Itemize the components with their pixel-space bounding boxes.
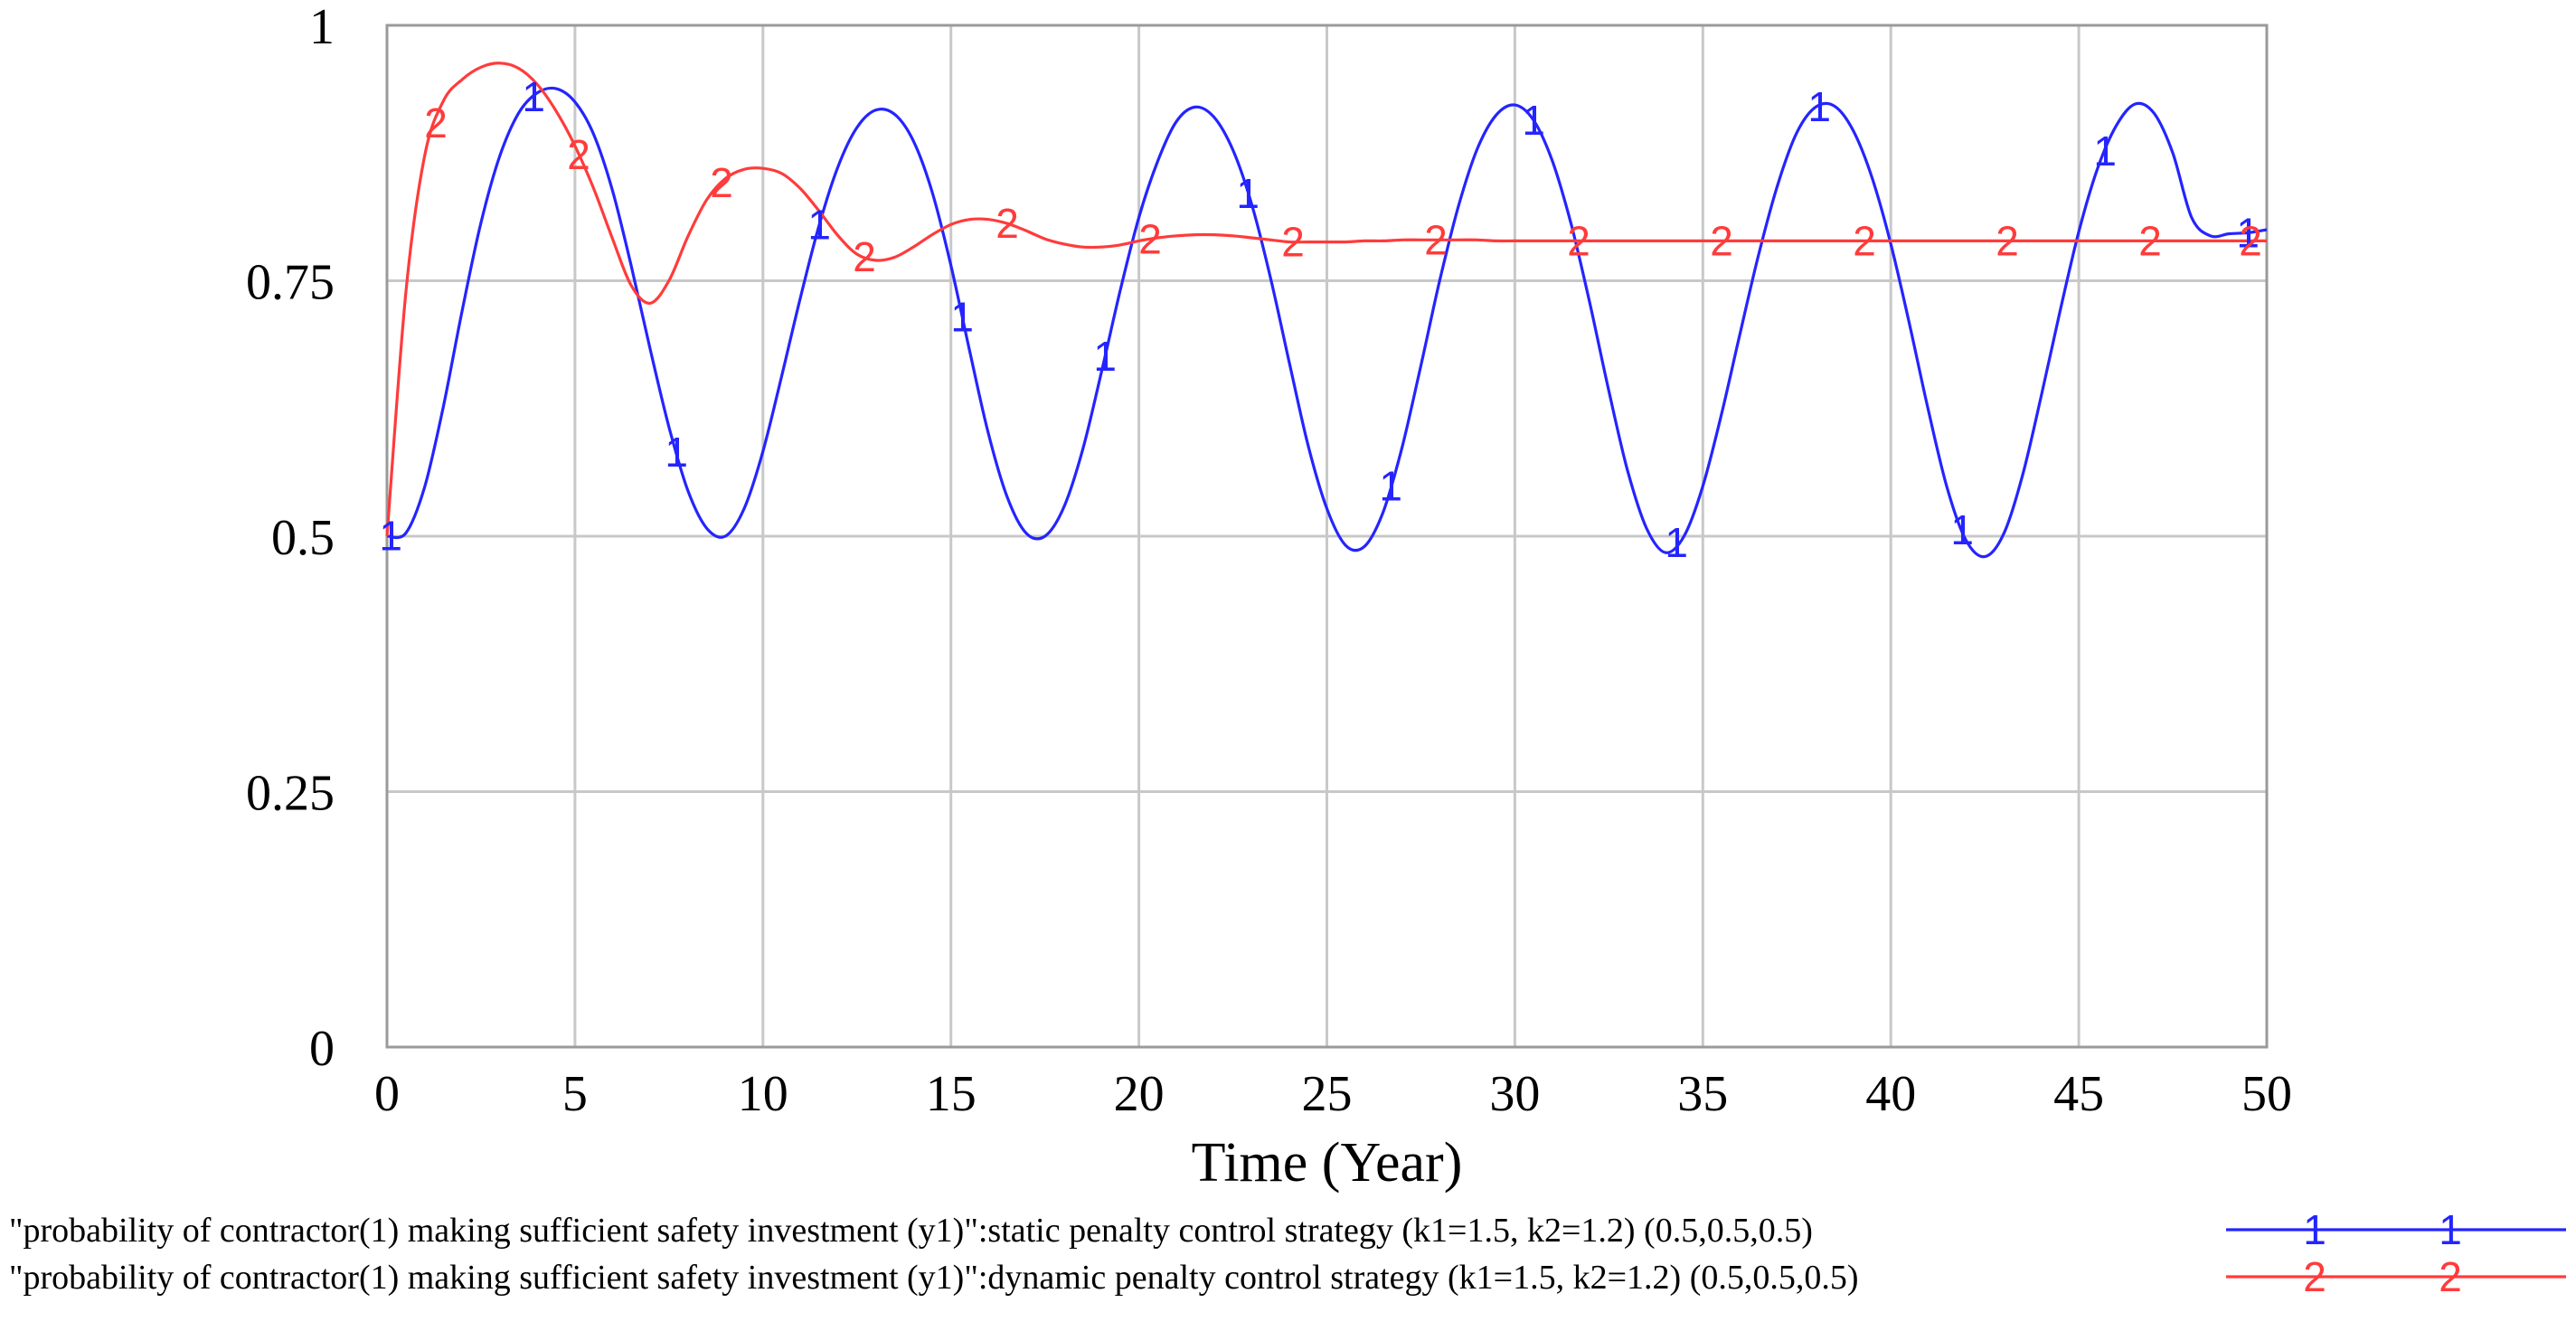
series-marker-1: 1 — [1522, 97, 1545, 144]
legend-label-1: "probability of contractor(1) making suf… — [9, 1212, 1813, 1250]
x-tick-label: 10 — [738, 1066, 788, 1122]
series-marker-2: 2 — [710, 159, 733, 206]
legend-marker-2: 2 — [2439, 1253, 2462, 1300]
legend-label-2: "probability of contractor(1) making suf… — [9, 1259, 1859, 1297]
series-marker-2: 2 — [1424, 216, 1448, 263]
x-tick-label: 30 — [1489, 1066, 1540, 1122]
series-lines — [385, 61, 2268, 559]
series-line-1 — [386, 86, 2268, 559]
series-marker-2: 2 — [995, 200, 1019, 247]
y-tick-label: 0.75 — [246, 255, 335, 311]
axis-tick-labels: 0 5 10 15 20 25 30 35 40 45 50 0 0.25 0.5 0.75 1 — [246, 0, 2292, 1122]
legend: "probability of contractor(1) making suf… — [9, 1206, 2566, 1300]
series-marker-2: 2 — [2138, 217, 2162, 264]
grid-lines — [387, 25, 2267, 1047]
x-tick-label: 45 — [2053, 1066, 2104, 1122]
series-marker-1: 1 — [1379, 462, 1402, 509]
series-marker-1: 1 — [1665, 519, 1688, 566]
x-axis-title: Time (Year) — [1192, 1132, 1463, 1194]
series-marker-2: 2 — [1710, 217, 1733, 264]
series-marker-2: 2 — [567, 131, 590, 178]
x-tick-label: 0 — [374, 1066, 400, 1122]
x-tick-label: 15 — [926, 1066, 977, 1122]
series-marker-2: 2 — [853, 233, 876, 280]
legend-marker-1: 1 — [2303, 1206, 2326, 1253]
series-marker-1: 1 — [665, 429, 688, 476]
x-tick-label: 50 — [2241, 1066, 2292, 1122]
x-tick-label: 35 — [1677, 1066, 1728, 1122]
series-marker-2: 2 — [424, 99, 448, 146]
legend-marker-1: 1 — [2439, 1206, 2462, 1253]
x-tick-label: 20 — [1114, 1066, 1165, 1122]
series-marker-1: 1 — [522, 73, 545, 120]
y-tick-label: 1 — [309, 0, 335, 55]
series-line-2 — [385, 61, 2267, 537]
series-marker-1: 1 — [1807, 83, 1831, 130]
legend-marker-2: 2 — [2303, 1253, 2326, 1300]
series-marker-1: 1 — [807, 201, 831, 248]
series-marker-1: 1 — [1093, 333, 1117, 380]
series-marker-2: 2 — [1567, 217, 1590, 264]
series-marker-2: 2 — [1996, 217, 2019, 264]
series-marker-1: 1 — [1236, 170, 1260, 217]
series-marker-2: 2 — [2239, 217, 2262, 264]
series-marker-1: 1 — [379, 512, 402, 559]
x-tick-label: 40 — [1865, 1066, 1916, 1122]
x-tick-label: 25 — [1302, 1066, 1353, 1122]
series-marker-2: 2 — [1853, 217, 1876, 264]
series-marker-2: 2 — [1138, 215, 1162, 262]
y-tick-label: 0.5 — [271, 510, 335, 566]
series-marker-1: 1 — [1950, 506, 1974, 553]
series-marker-2: 2 — [1281, 219, 1305, 266]
series-marker-1: 1 — [2093, 127, 2117, 175]
x-tick-label: 5 — [562, 1066, 588, 1122]
series-marker-1: 1 — [950, 294, 974, 341]
y-tick-label: 0.25 — [246, 766, 335, 822]
y-tick-label: 0 — [309, 1021, 335, 1077]
series-marker-1: 1 — [2236, 209, 2260, 256]
